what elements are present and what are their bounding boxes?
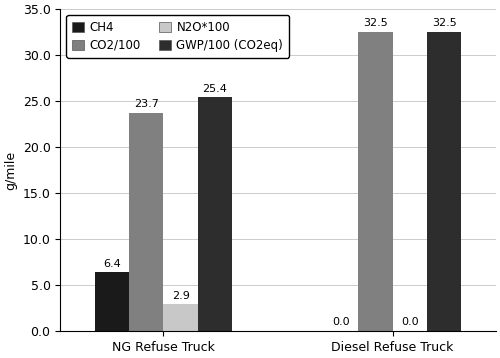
Text: 25.4: 25.4 — [202, 84, 228, 94]
Y-axis label: g/mile: g/mile — [4, 151, 17, 190]
Legend: CH4, CO2/100, N2O*100, GWP/100 (CO2eq): CH4, CO2/100, N2O*100, GWP/100 (CO2eq) — [66, 15, 289, 58]
Bar — [358, 32, 392, 331]
Text: 0.0: 0.0 — [332, 318, 350, 328]
Bar — [94, 272, 129, 331]
Bar — [198, 97, 232, 331]
Text: 6.4: 6.4 — [103, 258, 121, 268]
Text: 23.7: 23.7 — [134, 100, 158, 110]
Text: 32.5: 32.5 — [432, 19, 456, 29]
Text: 0.0: 0.0 — [401, 318, 418, 328]
Text: 32.5: 32.5 — [363, 19, 388, 29]
Bar — [427, 32, 462, 331]
Bar — [164, 304, 198, 331]
Text: 2.9: 2.9 — [172, 291, 190, 301]
Bar — [129, 113, 164, 331]
